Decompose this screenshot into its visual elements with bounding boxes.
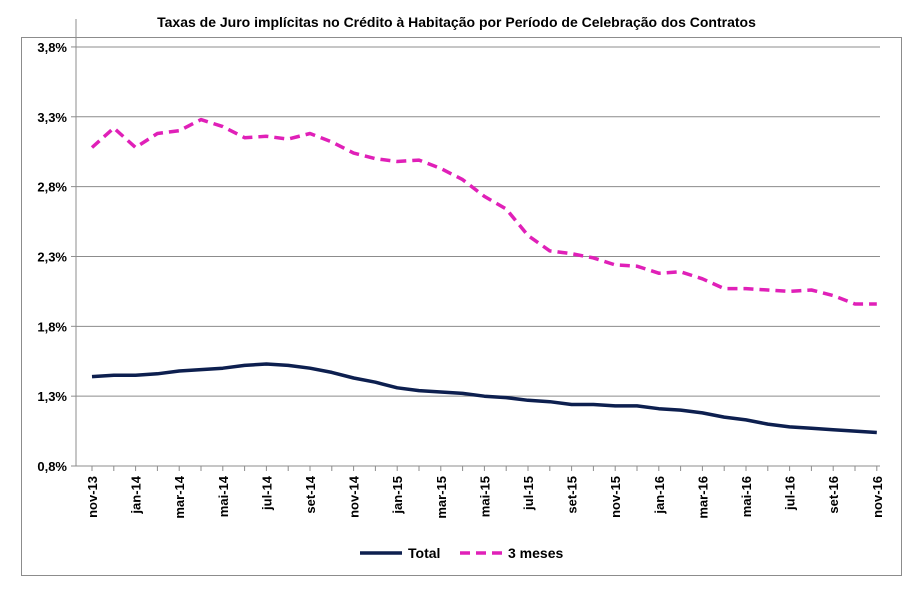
x-tick-label: mai-14 xyxy=(216,475,231,517)
y-tick-label: 1,3% xyxy=(37,389,67,404)
chart-frame xyxy=(21,37,902,576)
series-line-3-meses xyxy=(90,117,877,306)
x-tick-label: nov-13 xyxy=(85,476,100,518)
series-lines xyxy=(90,117,877,435)
x-tick-label: jan-14 xyxy=(129,475,144,514)
x-tick-label: set-15 xyxy=(565,476,580,514)
y-tick-label: 3,8% xyxy=(37,40,67,55)
x-tick-label: jan-15 xyxy=(390,476,405,515)
x-tick-label: nov-14 xyxy=(347,475,362,518)
y-tick-label: 3,3% xyxy=(37,110,67,125)
series-line-total xyxy=(91,362,877,435)
axes xyxy=(71,19,880,471)
x-tick-label: set-16 xyxy=(826,476,841,514)
y-tick-label: 1,8% xyxy=(37,319,67,334)
legend-label: 3 meses xyxy=(508,545,563,561)
y-tick-label: 0,8% xyxy=(37,459,67,474)
x-tick-label: jul-14 xyxy=(259,475,274,511)
y-tick-label: 2,3% xyxy=(37,249,67,264)
x-tick-label: nov-16 xyxy=(870,476,885,518)
y-tick-label: 2,8% xyxy=(37,180,67,195)
x-tick-label: mar-16 xyxy=(695,476,710,519)
legend: Total 3 meses xyxy=(360,545,563,561)
legend-label: Total xyxy=(408,545,440,561)
x-tick-label: nov-15 xyxy=(608,476,623,518)
chart-title: Taxas de Juro implícitas no Crédito à Ha… xyxy=(157,14,756,30)
x-tick-labels: nov-13 jan-14 mar-14 mai-14 jul-14 set-14 nov-… xyxy=(85,475,885,518)
x-tick-label: mar-14 xyxy=(172,475,187,518)
x-tick-label: jul-15 xyxy=(521,476,536,511)
y-tick-labels: 0,8% 1,3% 1,8% 2,3% 2,8% 3,3% 3,8% xyxy=(37,40,67,474)
gridlines xyxy=(76,46,880,397)
x-tick-label: mar-15 xyxy=(434,476,449,519)
x-tick-label: mai-15 xyxy=(477,476,492,517)
x-tick-label: jul-16 xyxy=(783,476,798,511)
x-tick-label: mai-16 xyxy=(739,476,754,517)
x-tick-label: jan-16 xyxy=(652,476,667,515)
x-tick-label: set-14 xyxy=(303,475,318,513)
